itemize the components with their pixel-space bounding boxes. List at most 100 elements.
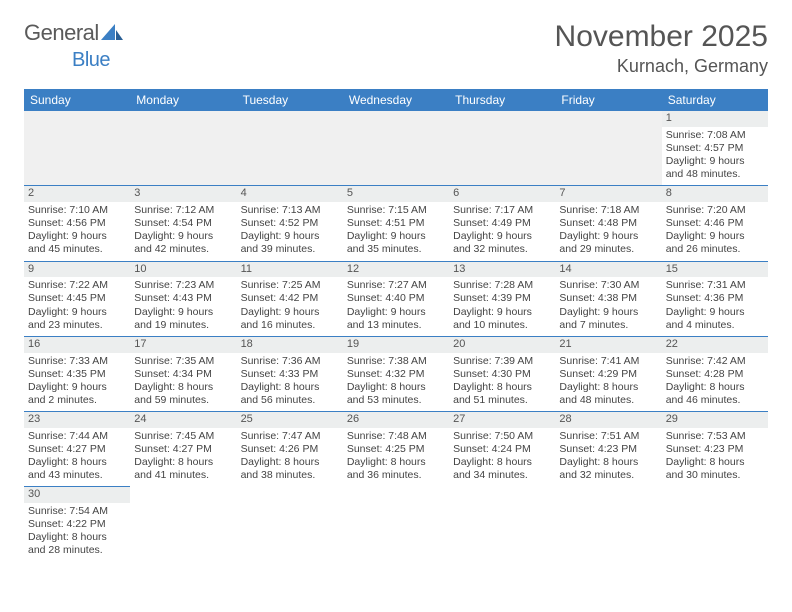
month-title: November 2025 bbox=[555, 20, 768, 54]
day-number: 6 bbox=[449, 186, 555, 202]
day-header: Monday bbox=[130, 89, 236, 111]
day-details: Sunrise: 7:31 AMSunset: 4:36 PMDaylight:… bbox=[666, 279, 764, 332]
day-cell: 27Sunrise: 7:50 AMSunset: 4:24 PMDayligh… bbox=[449, 411, 555, 486]
day-cell: 19 Sunrise: 7:38 AMSunset: 4:32 PMDayligh… bbox=[343, 336, 449, 411]
day-details: Sunrise: 7:44 AMSunset: 4:27 PMDaylight:… bbox=[28, 430, 126, 483]
empty-cell bbox=[237, 111, 343, 185]
day-number: 4 bbox=[237, 186, 343, 202]
day-number: 14 bbox=[555, 262, 661, 278]
day-cell: 25 Sunrise: 7:47 AMSunset: 4:26 PMDayligh… bbox=[237, 411, 343, 486]
day-cell: 17 Sunrise: 7:35 AMSunset: 4:34 PMDayligh… bbox=[130, 336, 236, 411]
day-cell: 10Sunrise: 7:23 AMSunset: 4:43 PMDayligh… bbox=[130, 261, 236, 336]
empty-cell bbox=[662, 486, 768, 561]
day-cell: 23 Sunrise: 7:44 AMSunset: 4:27 PMDayligh… bbox=[24, 411, 130, 486]
day-details: Sunrise: 7:53 AMSunset: 4:23 PMDaylight:… bbox=[666, 430, 764, 483]
day-number: 9 bbox=[24, 262, 130, 278]
day-number: 24 bbox=[130, 412, 236, 428]
day-details: Sunrise: 7:20 AMSunset: 4:46 PMDaylight:… bbox=[666, 204, 764, 257]
day-details: Sunrise: 7:39 AMSunset: 4:30 PMDaylight:… bbox=[453, 355, 551, 408]
day-number: 16 bbox=[24, 337, 130, 353]
day-number: 3 bbox=[130, 186, 236, 202]
day-details: Sunrise: 7:08 AMSunset: 4:57 PMDaylight:… bbox=[666, 129, 764, 182]
day-cell: 29 Sunrise: 7:53 AMSunset: 4:23 PMDayligh… bbox=[662, 411, 768, 486]
empty-cell bbox=[555, 486, 661, 561]
day-number: 10 bbox=[130, 262, 236, 278]
day-cell: 13Sunrise: 7:28 AMSunset: 4:39 PMDayligh… bbox=[449, 261, 555, 336]
day-cell: 1 Sunrise: 7:08 AMSunset: 4:57 PMDaylight… bbox=[662, 111, 768, 185]
week-row: 2Sunrise: 7:10 AMSunset: 4:56 PMDaylight… bbox=[24, 185, 768, 260]
day-number: 20 bbox=[449, 337, 555, 353]
day-details: Sunrise: 7:15 AMSunset: 4:51 PMDaylight:… bbox=[347, 204, 445, 257]
day-details: Sunrise: 7:30 AMSunset: 4:38 PMDaylight:… bbox=[559, 279, 657, 332]
empty-cell bbox=[130, 111, 236, 185]
day-details: Sunrise: 7:35 AMSunset: 4:34 PMDaylight:… bbox=[134, 355, 232, 408]
day-cell: 3 Sunrise: 7:12 AMSunset: 4:54 PMDaylight… bbox=[130, 185, 236, 260]
day-details: Sunrise: 7:25 AMSunset: 4:42 PMDaylight:… bbox=[241, 279, 339, 332]
day-header: Tuesday bbox=[237, 89, 343, 111]
logo: General Blue bbox=[24, 20, 123, 72]
empty-cell bbox=[130, 486, 236, 561]
logo-blue: Blue bbox=[72, 49, 110, 71]
day-details: Sunrise: 7:17 AMSunset: 4:49 PMDaylight:… bbox=[453, 204, 551, 257]
day-cell: 21 Sunrise: 7:41 AMSunset: 4:29 PMDayligh… bbox=[555, 336, 661, 411]
day-number: 21 bbox=[555, 337, 661, 353]
week-row: 30Sunrise: 7:54 AMSunset: 4:22 PMDayligh… bbox=[24, 486, 768, 561]
day-cell: 8Sunrise: 7:20 AMSunset: 4:46 PMDaylight… bbox=[662, 185, 768, 260]
day-header: Friday bbox=[555, 89, 661, 111]
day-number: 27 bbox=[449, 412, 555, 428]
day-cell: 28Sunrise: 7:51 AMSunset: 4:23 PMDayligh… bbox=[555, 411, 661, 486]
day-cell: 24Sunrise: 7:45 AMSunset: 4:27 PMDayligh… bbox=[130, 411, 236, 486]
empty-cell bbox=[343, 111, 449, 185]
day-number: 12 bbox=[343, 262, 449, 278]
day-number: 1 bbox=[662, 111, 768, 127]
day-details: Sunrise: 7:51 AMSunset: 4:23 PMDaylight:… bbox=[559, 430, 657, 483]
day-number: 26 bbox=[343, 412, 449, 428]
day-header: Sunday bbox=[24, 89, 130, 111]
day-details: Sunrise: 7:18 AMSunset: 4:48 PMDaylight:… bbox=[559, 204, 657, 257]
day-details: Sunrise: 7:27 AMSunset: 4:40 PMDaylight:… bbox=[347, 279, 445, 332]
day-number: 17 bbox=[130, 337, 236, 353]
day-number: 2 bbox=[24, 186, 130, 202]
day-number: 22 bbox=[662, 337, 768, 353]
day-cell: 15Sunrise: 7:31 AMSunset: 4:36 PMDayligh… bbox=[662, 261, 768, 336]
day-header: Saturday bbox=[662, 89, 768, 111]
day-details: Sunrise: 7:38 AMSunset: 4:32 PMDaylight:… bbox=[347, 355, 445, 408]
empty-cell bbox=[449, 111, 555, 185]
empty-cell bbox=[24, 111, 130, 185]
day-number: 23 bbox=[24, 412, 130, 428]
logo-general: General bbox=[24, 20, 99, 45]
day-details: Sunrise: 7:23 AMSunset: 4:43 PMDaylight:… bbox=[134, 279, 232, 332]
day-header: Thursday bbox=[449, 89, 555, 111]
day-details: Sunrise: 7:41 AMSunset: 4:29 PMDaylight:… bbox=[559, 355, 657, 408]
day-cell: 22Sunrise: 7:42 AMSunset: 4:28 PMDayligh… bbox=[662, 336, 768, 411]
day-details: Sunrise: 7:12 AMSunset: 4:54 PMDaylight:… bbox=[134, 204, 232, 257]
day-cell: 11Sunrise: 7:25 AMSunset: 4:42 PMDayligh… bbox=[237, 261, 343, 336]
day-details: Sunrise: 7:33 AMSunset: 4:35 PMDaylight:… bbox=[28, 355, 126, 408]
day-number: 18 bbox=[237, 337, 343, 353]
week-row: 9Sunrise: 7:22 AMSunset: 4:45 PMDaylight… bbox=[24, 261, 768, 336]
sail-icon bbox=[101, 20, 123, 46]
empty-cell bbox=[343, 486, 449, 561]
day-details: Sunrise: 7:47 AMSunset: 4:26 PMDaylight:… bbox=[241, 430, 339, 483]
header: General Blue November 2025 Kurnach, Germa… bbox=[24, 20, 768, 77]
day-number: 15 bbox=[662, 262, 768, 278]
title-block: November 2025 Kurnach, Germany bbox=[555, 20, 768, 77]
day-number: 5 bbox=[343, 186, 449, 202]
day-number: 11 bbox=[237, 262, 343, 278]
day-details: Sunrise: 7:48 AMSunset: 4:25 PMDaylight:… bbox=[347, 430, 445, 483]
day-cell: 30Sunrise: 7:54 AMSunset: 4:22 PMDayligh… bbox=[24, 486, 130, 561]
logo-text: General Blue bbox=[24, 20, 123, 72]
day-cell: 5 Sunrise: 7:15 AMSunset: 4:51 PMDaylight… bbox=[343, 185, 449, 260]
day-number: 29 bbox=[662, 412, 768, 428]
day-cell: 20 Sunrise: 7:39 AMSunset: 4:30 PMDayligh… bbox=[449, 336, 555, 411]
day-cell: 6 Sunrise: 7:17 AMSunset: 4:49 PMDaylight… bbox=[449, 185, 555, 260]
day-cell: 26 Sunrise: 7:48 AMSunset: 4:25 PMDayligh… bbox=[343, 411, 449, 486]
day-number: 25 bbox=[237, 412, 343, 428]
day-header: Wednesday bbox=[343, 89, 449, 111]
day-cell: 2Sunrise: 7:10 AMSunset: 4:56 PMDaylight… bbox=[24, 185, 130, 260]
day-cell: 18Sunrise: 7:36 AMSunset: 4:33 PMDayligh… bbox=[237, 336, 343, 411]
day-details: Sunrise: 7:13 AMSunset: 4:52 PMDaylight:… bbox=[241, 204, 339, 257]
empty-cell bbox=[449, 486, 555, 561]
empty-cell bbox=[237, 486, 343, 561]
day-number: 19 bbox=[343, 337, 449, 353]
